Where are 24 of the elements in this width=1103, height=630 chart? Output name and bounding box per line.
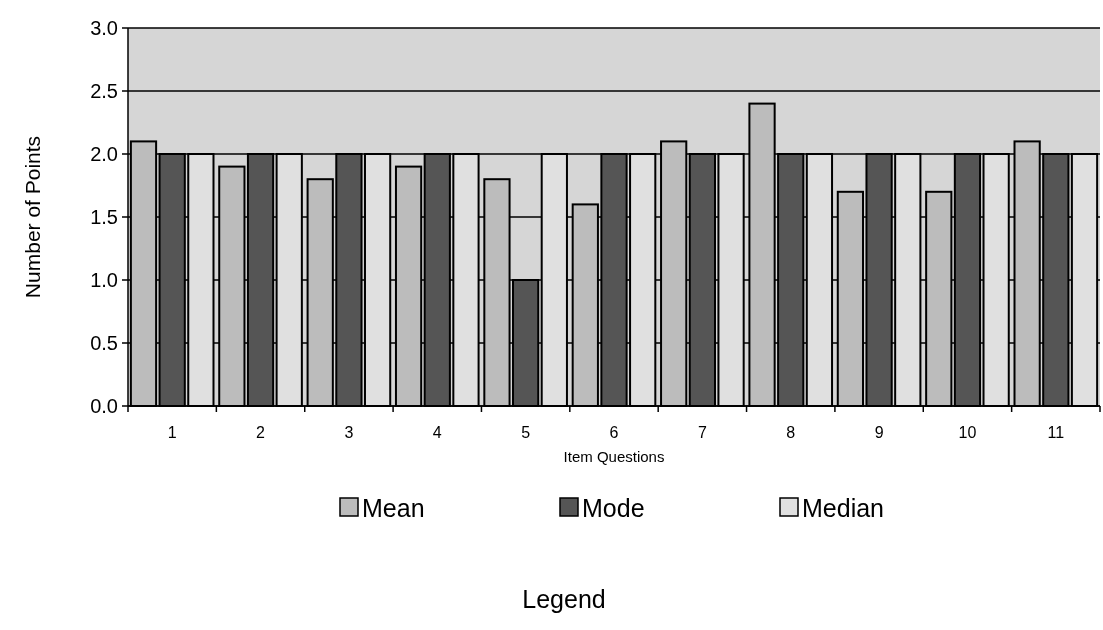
legend-label: Mean <box>362 493 425 522</box>
x-tick-label: 8 <box>786 424 796 441</box>
x-tick-label: 4 <box>432 424 442 441</box>
y-tick-label: 0.5 <box>90 332 118 354</box>
text: Legend <box>522 585 606 613</box>
legend-label: Mode <box>582 493 645 522</box>
x-tick-label: 7 <box>697 424 707 441</box>
x-tick-label: 6 <box>609 424 619 441</box>
y-tick-label: 2.0 <box>90 143 118 165</box>
x-tick-label: 11 <box>1047 424 1065 441</box>
x-tick-label: 3 <box>344 424 354 441</box>
y-tick-label: 1.0 <box>90 269 118 291</box>
y-tick-label: 0.0 <box>90 395 118 417</box>
x-tick-label: 10 <box>958 424 977 441</box>
legend-label: Median <box>802 493 884 522</box>
y-tick-label: 1.5 <box>90 206 118 228</box>
y-tick-label: 2.5 <box>90 80 118 102</box>
y-tick-label: 3.0 <box>90 17 118 39</box>
y-axis-title: Number of Points <box>21 135 44 299</box>
x-tick-label: 9 <box>874 424 884 441</box>
x-tick-label: 1 <box>167 424 177 441</box>
x-axis-title: Item Questions <box>563 448 665 465</box>
x-tick-label: 5 <box>521 424 531 441</box>
x-tick-label: 2 <box>256 424 266 441</box>
